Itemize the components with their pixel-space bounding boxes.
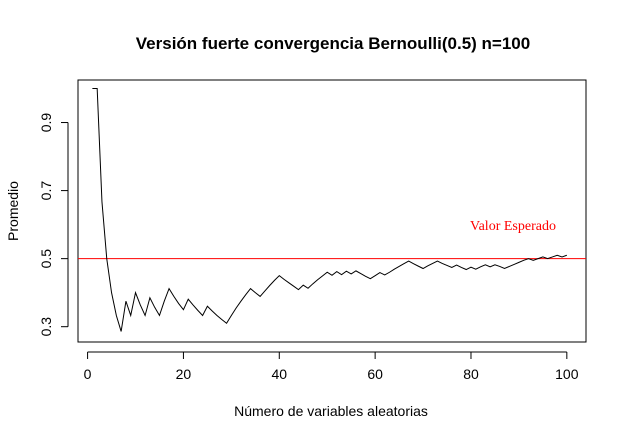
y-tick-label: 0.5 [38,249,54,269]
x-tick-label: 0 [84,366,92,382]
x-tick-label: 20 [176,366,192,382]
y-axis-label: Promedio [5,181,21,241]
chart-title: Versión fuerte convergencia Bernoulli(0.… [136,34,530,53]
series-line [92,88,567,332]
x-axis: 0 20 40 60 80 100 [84,351,579,382]
x-tick-label: 40 [271,366,287,382]
y-tick-label: 0.9 [38,113,54,133]
x-tick-label: 60 [367,366,383,382]
y-tick-label: 0.3 [38,317,54,337]
x-tick-label: 100 [555,366,579,382]
y-axis: 0.3 0.5 0.7 0.9 [38,113,69,337]
plot-area: Valor Esperado [77,79,587,343]
y-tick-label: 0.7 [38,181,54,201]
expected-value-label: Valor Esperado [470,219,556,234]
plot-box [77,79,587,343]
x-axis-label: Número de variables aleatorias [234,403,428,419]
x-tick-label: 80 [463,366,479,382]
